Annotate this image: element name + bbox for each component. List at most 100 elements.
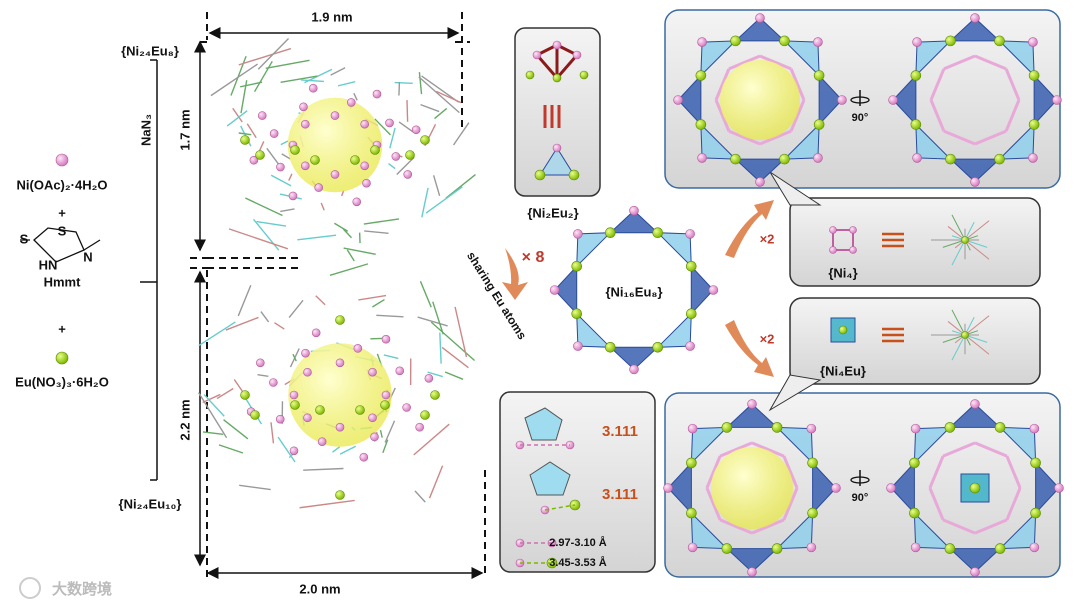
line (421, 75, 459, 103)
line (303, 467, 344, 471)
rotation-icon (850, 476, 870, 484)
atom (405, 150, 415, 160)
ring (529, 461, 571, 496)
decoration (19, 9, 1064, 599)
atom (240, 135, 250, 145)
line (260, 311, 270, 323)
atom (888, 95, 898, 105)
atom (353, 344, 363, 353)
atom (961, 331, 969, 339)
atom (288, 191, 298, 201)
atom (1029, 542, 1040, 553)
line (245, 197, 283, 217)
polyhedron (998, 426, 1037, 465)
line (719, 441, 753, 458)
polyhedron (892, 74, 917, 126)
line (216, 387, 234, 400)
atom (813, 70, 825, 81)
watermark-icon (19, 577, 41, 599)
atom (532, 50, 542, 60)
atom (721, 422, 733, 433)
polyhedron (1033, 74, 1058, 126)
atom (276, 162, 285, 172)
atom (1028, 153, 1038, 163)
atom (806, 423, 817, 434)
line (928, 487, 945, 521)
line (280, 75, 318, 83)
line (330, 67, 346, 76)
unit-label: {Ni₂Eu₂} (527, 205, 578, 220)
atom (370, 432, 379, 442)
atom (1028, 70, 1040, 81)
line (246, 123, 257, 139)
line (751, 441, 785, 458)
polyhedron (576, 232, 612, 268)
line (406, 100, 409, 122)
line (427, 371, 443, 378)
line (942, 334, 966, 343)
atom (837, 95, 847, 105)
reactant: Ni(OAc)₂·4H₂O (17, 177, 108, 192)
line (228, 228, 289, 250)
line (951, 214, 966, 241)
panel (789, 197, 1041, 287)
atom (807, 457, 818, 469)
line (320, 202, 325, 211)
atom (944, 543, 956, 554)
line (964, 334, 990, 355)
polyhedron (890, 461, 915, 515)
line (964, 220, 990, 241)
atom (308, 83, 318, 93)
polyhedron (725, 403, 779, 428)
line (197, 392, 228, 439)
atom (568, 169, 580, 181)
polyhedron (948, 403, 1002, 428)
atom (970, 13, 980, 23)
line (445, 173, 476, 199)
atom (687, 423, 698, 434)
atom (994, 543, 1006, 554)
atom (552, 73, 562, 83)
line (728, 129, 761, 146)
atom (385, 118, 394, 128)
atom-label: N (83, 249, 92, 264)
line (257, 373, 269, 378)
polyhedron (690, 426, 729, 465)
polyhedron (998, 511, 1037, 550)
line (782, 455, 799, 489)
polyhedron (949, 17, 1001, 42)
atom (629, 205, 639, 216)
line (288, 299, 304, 318)
atom (1030, 457, 1041, 469)
line (413, 423, 450, 456)
line (315, 295, 326, 306)
atom (290, 145, 300, 155)
atom (663, 483, 673, 493)
atom (1028, 119, 1040, 130)
atom (572, 50, 582, 60)
atom (813, 119, 825, 130)
polyhedron (690, 264, 715, 315)
atom (849, 246, 857, 254)
line (339, 445, 357, 455)
atom (673, 95, 683, 105)
line (974, 518, 1008, 535)
atom (381, 390, 391, 400)
atom (910, 423, 921, 434)
multiplier: ×2 (760, 331, 775, 346)
line (223, 419, 249, 440)
legend-text: 3.45-3.53 Å (549, 556, 607, 569)
atom (579, 70, 589, 80)
atom (359, 452, 369, 462)
atom (415, 422, 424, 432)
line (398, 81, 401, 96)
atom (604, 227, 616, 239)
polyhedron (608, 209, 659, 234)
atom (315, 405, 325, 415)
line (544, 504, 576, 511)
line (943, 54, 976, 71)
atom (912, 153, 922, 163)
atom (289, 390, 299, 400)
line (379, 429, 383, 438)
